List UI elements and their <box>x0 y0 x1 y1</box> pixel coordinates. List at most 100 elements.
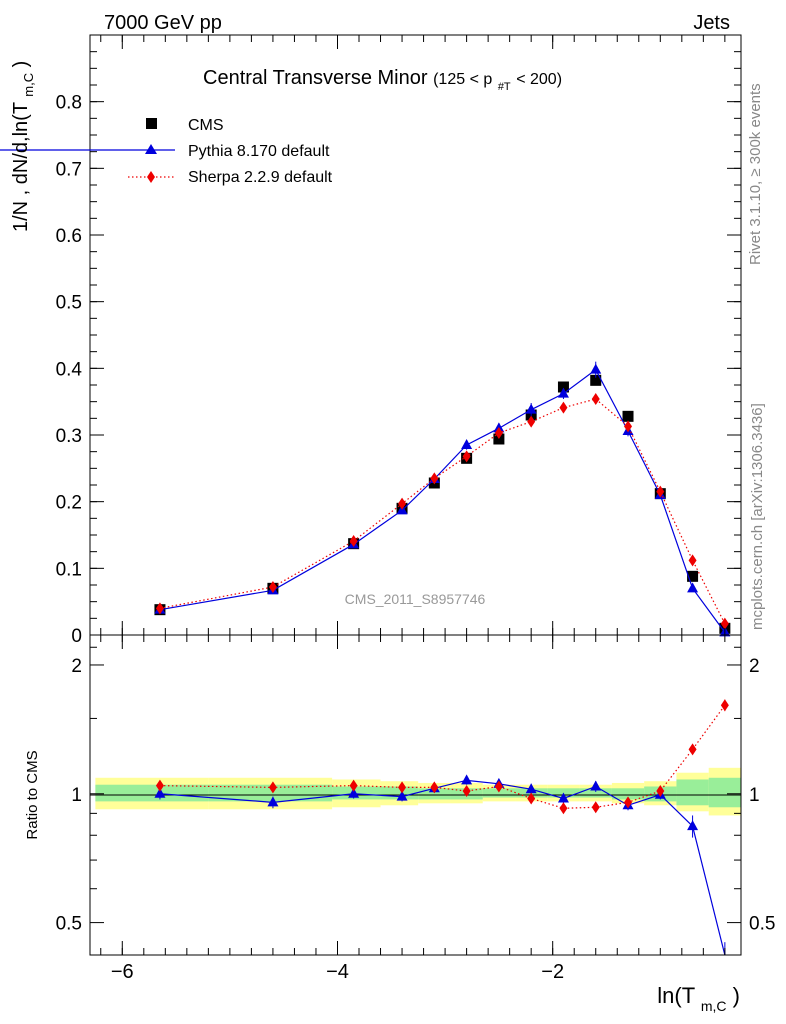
main-ylabel-end: ) <box>10 61 32 68</box>
data-point-sherpa <box>591 393 600 405</box>
legend-label-cms: CMS <box>188 117 224 134</box>
ratio-point-pythia <box>348 787 360 798</box>
data-point-cms <box>557 381 569 393</box>
ratio-ytick-label: 0.5 <box>56 914 82 935</box>
legend: CMS Pythia 8.170 default Sherpa 2.2.9 de… <box>0 117 333 186</box>
data-point-sherpa <box>559 401 568 414</box>
legend-marker-sherpa <box>147 171 155 183</box>
legend-label-pythia: Pythia 8.170 default <box>188 143 330 160</box>
main-ytick-label: 0.1 <box>56 559 82 580</box>
uncertainty-band-green <box>579 788 612 798</box>
x-tick-label: −2 <box>541 961 564 983</box>
main-title-cut: (125 < p <box>433 71 492 88</box>
main-ytick-label: 0.8 <box>56 93 82 114</box>
ratio-line-pythia <box>159 779 726 956</box>
ratio-point-sherpa <box>720 699 729 712</box>
data-point-sherpa <box>494 427 503 439</box>
data-point-sherpa <box>268 581 277 593</box>
main-title: Central Transverse Minor (125 < p #T < 2… <box>203 67 562 95</box>
ratio-point-sherpa <box>398 781 407 794</box>
ratio-line-sherpa <box>159 704 726 809</box>
ratio-point-pythia <box>525 783 537 794</box>
header-left: 7000 GeV pp <box>104 12 222 34</box>
data-point-sherpa <box>720 617 729 630</box>
ratio-panel: 0.5 0.5 1 1 2 2 −6 −4 −2 Ratio to CMS ln(T m,C ) <box>24 634 775 1016</box>
main-ylabel: 1/N , dN/d,ln(T m,C ) <box>10 61 38 232</box>
uncertainty-band-green <box>418 788 451 800</box>
main-ytick-label: 0.3 <box>56 426 82 447</box>
uncertainty-band-green <box>208 784 333 802</box>
main-ytick-label: 0 <box>71 626 82 647</box>
main-ytick-label: 0.6 <box>56 226 82 247</box>
ratio-point-sherpa <box>527 792 536 805</box>
data-point-sherpa <box>155 602 164 615</box>
data-point-sherpa <box>656 485 665 498</box>
ratio-point-sherpa <box>430 781 439 794</box>
ratio-ytick-label-right: 0.5 <box>749 914 775 935</box>
data-point-sherpa <box>527 415 536 428</box>
data-point-sherpa <box>398 497 407 510</box>
ratio-point-pythia <box>590 780 602 791</box>
main-ytick-label: 0.7 <box>56 159 82 180</box>
legend-marker-pythia <box>145 144 157 154</box>
uncertainty-band-green <box>95 784 209 802</box>
ratio-point-pythia <box>687 820 699 831</box>
main-ytick-label: 0.4 <box>56 359 83 380</box>
ratio-point-pythia <box>461 774 473 785</box>
watermark: CMS_2011_S8957746 <box>345 591 486 607</box>
side-text: Rivet 3.1.10, ≥ 300k events mcplots.cern… <box>747 83 766 630</box>
data-point-sherpa <box>462 450 471 463</box>
header-right: Jets <box>693 12 730 34</box>
side-text-top: Rivet 3.1.10, ≥ 300k events <box>747 83 764 265</box>
main-ytick-label: 0.2 <box>56 493 82 514</box>
ratio-point-sherpa <box>559 802 568 815</box>
x-axis-label: ln(T m,C ) <box>657 983 740 1016</box>
legend-marker-cms <box>146 118 157 129</box>
data-point-pythia <box>525 403 537 414</box>
ratio-ytick-label-right: 2 <box>749 656 760 677</box>
ratio-band-layer <box>95 767 741 816</box>
ratio-point-pythia <box>154 787 166 798</box>
data-point-cms <box>687 570 699 582</box>
uncertainty-band-green <box>482 788 516 798</box>
ratio-ytick-label: 2 <box>71 656 82 677</box>
main-title-cut-end: < 200) <box>516 71 562 88</box>
data-point-pythia <box>557 387 569 398</box>
ratio-point-sherpa <box>155 779 164 792</box>
data-point-cms <box>622 410 634 422</box>
main-title-text: Central Transverse Minor <box>203 67 428 89</box>
ratio-point-sherpa <box>268 781 277 794</box>
data-point-pythia <box>590 363 602 374</box>
ratio-frame <box>89 634 742 956</box>
uncertainty-band-green <box>708 777 741 808</box>
ratio-point-sherpa <box>349 779 358 792</box>
ratio-point-sherpa <box>656 785 665 798</box>
legend-label-sherpa: Sherpa 2.2.9 default <box>188 169 333 186</box>
main-ytick-label: 0.5 <box>56 293 82 314</box>
data-point-sherpa <box>349 535 358 547</box>
data-point-sherpa <box>624 420 633 433</box>
main-ylabel-text: 1/N , dN/d,ln(T <box>10 102 32 232</box>
side-text-bottom: mcplots.cern.ch [arXiv:1306.3436] <box>749 403 766 630</box>
x-axis-label-text: ln(T <box>657 983 695 1008</box>
ratio-point-pythia <box>396 790 408 801</box>
ratio-point-sherpa <box>624 796 633 809</box>
ratio-ticks-layer: 0.5 0.5 1 1 2 2 −6 −4 −2 <box>56 635 775 983</box>
uncertainty-band-green <box>611 788 645 800</box>
data-point-cms <box>590 374 602 386</box>
ratio-ylabel: Ratio to CMS <box>24 750 41 839</box>
ratio-point-sherpa <box>688 743 697 756</box>
ratio-ytick-label: 1 <box>71 785 82 806</box>
series-line-sherpa <box>159 398 726 624</box>
main-ylabel-sub: m,C <box>21 73 36 97</box>
ratio-series-layer <box>154 699 729 956</box>
main-panel: 0 0.1 0.2 0.3 0.4 0.5 0.6 0.7 0.8 Central Transv… <box>0 34 742 647</box>
data-point-pythia <box>461 439 473 449</box>
x-tick-label: −6 <box>111 961 134 983</box>
main-ticks-layer: 0 0.1 0.2 0.3 0.4 0.5 0.6 0.7 0.8 <box>56 34 741 647</box>
x-axis-label-sub: m,C <box>701 998 727 1014</box>
ratio-point-sherpa <box>591 801 600 814</box>
x-axis-label-end: ) <box>733 983 740 1008</box>
ratio-point-pythia <box>267 796 279 807</box>
